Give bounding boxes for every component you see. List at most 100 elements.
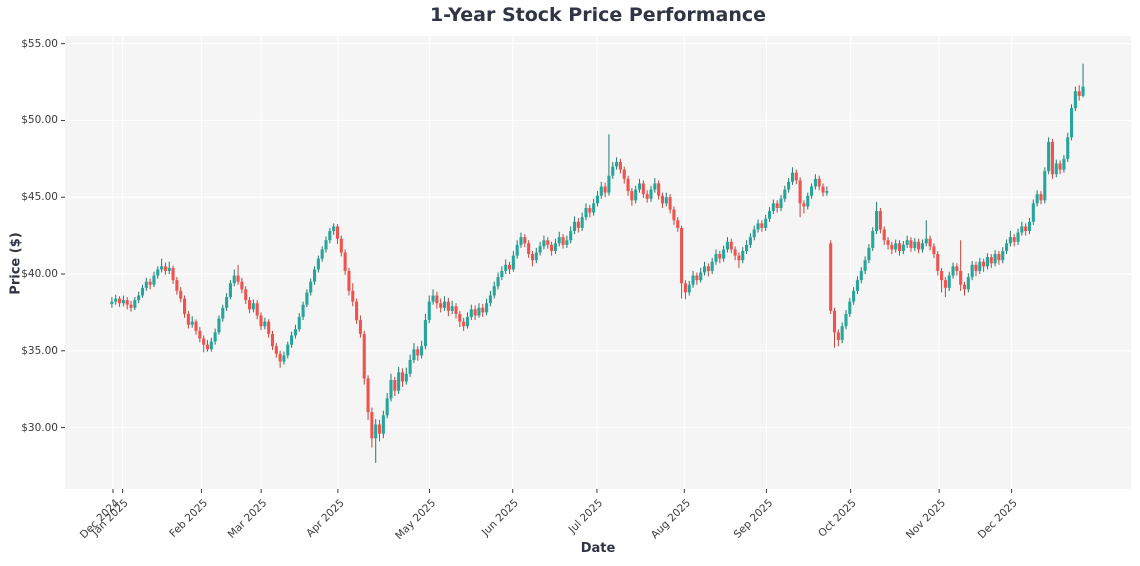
candle-body <box>676 220 680 228</box>
candle-body <box>267 321 271 334</box>
candle-body <box>163 266 167 271</box>
candle-body <box>855 280 860 291</box>
candle-body <box>886 240 890 245</box>
candle-body <box>1031 203 1035 222</box>
candle-body <box>1016 232 1020 242</box>
candle-body <box>569 231 573 241</box>
candle-body <box>274 346 278 354</box>
candle-body <box>863 260 867 271</box>
candle-body <box>611 166 615 176</box>
candle-body <box>335 226 340 239</box>
candle-body <box>970 264 974 278</box>
candle-body <box>137 295 141 301</box>
candle-body <box>875 211 879 232</box>
candle-body <box>358 320 362 334</box>
candle-body <box>844 313 848 327</box>
candle-body <box>622 169 626 179</box>
candle-body <box>649 189 653 199</box>
candle-body <box>1062 158 1066 170</box>
candle-body <box>148 281 152 285</box>
candle-body <box>802 203 806 207</box>
candle-body <box>228 283 232 298</box>
candle-body <box>1020 226 1024 233</box>
candle-body <box>947 275 951 288</box>
candle-body <box>175 280 179 291</box>
candle-body <box>641 183 645 195</box>
candle-body <box>152 275 156 285</box>
candle-body <box>431 295 435 302</box>
y-tick-label: $55.00 <box>21 37 58 50</box>
candle-body <box>729 241 733 250</box>
candle-body <box>488 295 492 304</box>
candle-body <box>836 332 840 341</box>
candle-body <box>748 237 752 245</box>
candle-body <box>997 254 1001 261</box>
y-tick-label: $50.00 <box>21 114 58 127</box>
candle-body <box>1024 226 1028 232</box>
candle-body <box>442 301 447 308</box>
candle-body <box>412 349 416 361</box>
candle-body <box>309 281 313 293</box>
candle-body <box>465 317 470 327</box>
candle-body <box>129 304 133 308</box>
candle-body <box>133 300 137 308</box>
candle-body <box>462 321 466 327</box>
candle-body <box>1081 86 1085 96</box>
candle-body <box>328 231 332 241</box>
candle-body <box>752 229 756 238</box>
candle-body <box>1039 194 1043 201</box>
candle-body <box>114 298 118 302</box>
candle-body <box>332 226 336 232</box>
candle-body <box>1035 194 1039 204</box>
candle-body <box>179 290 183 299</box>
candle-body <box>966 277 970 290</box>
candle-body <box>584 207 588 218</box>
candle-body <box>550 244 554 251</box>
candle-body <box>156 269 160 276</box>
candle-body <box>454 306 458 314</box>
candle-body <box>588 207 592 213</box>
candle-body <box>282 355 286 362</box>
y-tick-label: $35.00 <box>21 344 58 357</box>
candle-body <box>473 309 477 316</box>
candle-body <box>683 283 687 293</box>
candle-body <box>423 320 427 347</box>
candle-body <box>511 255 515 270</box>
candle-body <box>293 329 297 336</box>
candle-body <box>798 180 802 204</box>
candle-body <box>435 295 439 304</box>
candle-body <box>580 217 584 228</box>
candle-body <box>718 254 722 259</box>
candle-body <box>978 261 982 271</box>
candle-body <box>251 303 255 310</box>
candle-body <box>557 237 561 244</box>
candle-body <box>247 300 252 310</box>
candle-body <box>351 290 355 302</box>
candle-body <box>810 186 814 196</box>
candle-body <box>209 341 213 350</box>
candle-body <box>790 172 795 182</box>
candle-body <box>702 266 707 273</box>
candle-body <box>469 309 473 318</box>
candle-body <box>974 264 978 271</box>
candle-body <box>240 281 244 290</box>
candle-body <box>722 249 726 259</box>
candle-body <box>458 313 462 322</box>
candle-body <box>343 252 347 271</box>
candle-body <box>160 266 164 270</box>
candle-body <box>1047 141 1051 172</box>
candle-body <box>527 243 531 255</box>
candle-body <box>519 237 523 245</box>
candle-body <box>821 186 825 193</box>
candle-body <box>905 240 909 245</box>
candle-body <box>485 303 489 313</box>
candle-body <box>760 223 764 228</box>
plot-background <box>65 36 1131 489</box>
candle-body <box>140 287 145 296</box>
candle-body <box>787 181 791 190</box>
candle-body <box>817 178 821 187</box>
candle-body <box>1027 221 1032 232</box>
candle-body <box>1012 237 1016 242</box>
candle-body <box>867 247 871 261</box>
candle-body <box>955 266 959 271</box>
